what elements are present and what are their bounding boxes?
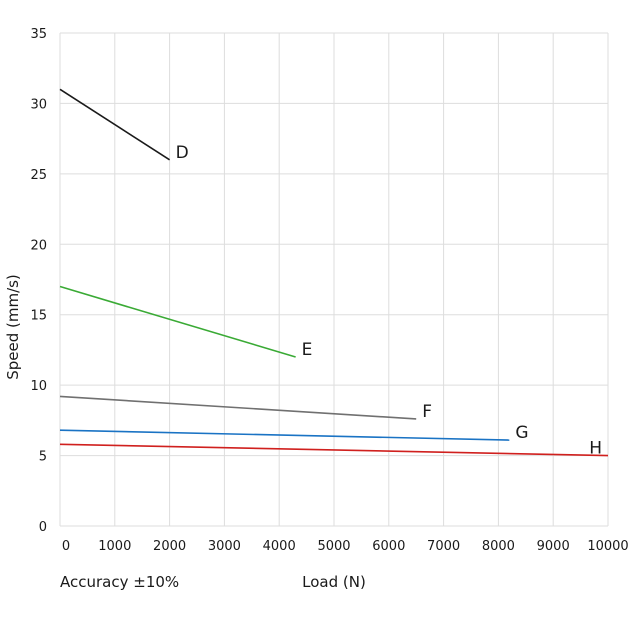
x-axis-title: Load (N) [302,573,366,591]
x-tick-label: 0 [62,539,70,554]
x-tick-label: 8000 [482,539,515,554]
y-tick-label: 5 [39,450,47,465]
series-label-h: H [589,439,602,459]
series-line-d [59,88,171,161]
series-line-e [59,285,296,358]
series-line-f [59,395,417,420]
x-tick-label: 2000 [153,539,186,554]
y-tick-label: 15 [30,309,47,324]
y-tick-label: 25 [30,168,47,183]
y-tick-labels: 0 5 10 15 20 25 30 35 [30,27,47,535]
accuracy-note: Accuracy ±10% [60,573,179,591]
series-label-d: D [176,143,189,163]
y-axis-title: Speed (mm/s) [4,274,22,380]
y-tick-label: 20 [30,238,47,253]
series-lines [59,88,609,457]
x-tick-label: 9000 [537,539,570,554]
y-tick-label: 0 [39,520,47,535]
series-label-f: F [422,402,432,422]
grid [59,32,609,527]
x-tick-label: 6000 [372,539,405,554]
x-tick-label: 10000 [587,539,628,554]
x-tick-labels: 0 1000 2000 3000 4000 5000 6000 7000 8000 9000 100… [62,539,629,554]
x-tick-label: 3000 [208,539,241,554]
series-line-h [59,443,609,457]
series-labels: D E F G H [176,143,602,459]
y-tick-label: 30 [30,97,47,112]
y-tick-label: 35 [30,27,47,42]
x-tick-label: 5000 [317,539,350,554]
y-tick-label: 10 [30,379,47,394]
x-tick-label: 7000 [427,539,460,554]
series-line-g [59,429,510,441]
x-tick-label: 4000 [263,539,296,554]
x-tick-label: 1000 [98,539,131,554]
series-label-g: G [515,423,528,443]
series-label-e: E [302,340,313,360]
